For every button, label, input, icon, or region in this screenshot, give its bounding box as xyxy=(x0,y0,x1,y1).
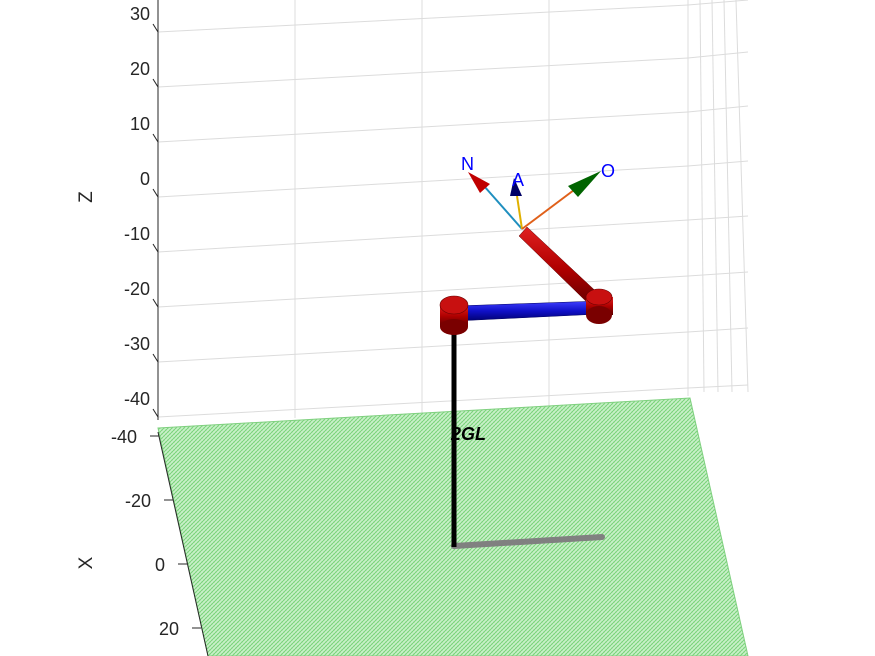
z-tick-label: -20 xyxy=(124,279,150,299)
x-tick-label: -40 xyxy=(111,427,137,447)
n-axis-line xyxy=(483,185,523,230)
joint-1 xyxy=(439,295,469,335)
robot-name-label: 2GL xyxy=(450,424,486,444)
end-effector-frame: N A O xyxy=(461,154,615,230)
n-axis-label: N xyxy=(461,154,474,174)
z-tick-label: 20 xyxy=(130,59,150,79)
x-tick-label: 20 xyxy=(159,619,179,639)
back-wall-grid xyxy=(157,0,689,418)
o-axis-line xyxy=(521,189,575,230)
x-tick-marks xyxy=(150,435,201,629)
link-1 xyxy=(454,300,601,322)
axis-lines xyxy=(157,0,209,656)
z-tick-marks xyxy=(152,23,159,418)
a-arrow-head xyxy=(510,178,522,196)
a-axis-label: A xyxy=(512,170,524,190)
z-tick-label: 30 xyxy=(130,4,150,24)
side-wall-grid xyxy=(687,0,749,393)
z-tick-label: -30 xyxy=(124,334,150,354)
x-axis-label: X xyxy=(76,556,97,569)
a-axis-line xyxy=(516,195,523,230)
z-axis-label: Z xyxy=(76,191,97,203)
o-axis-label: O xyxy=(601,161,615,181)
z-tick-label: -10 xyxy=(124,224,150,244)
z-tick-label: 0 xyxy=(140,169,150,189)
n-arrow-head xyxy=(468,172,490,193)
z-tick-label: -40 xyxy=(124,389,150,409)
o-arrow-head xyxy=(568,171,601,197)
x-tick-label: 0 xyxy=(155,555,165,575)
arm-shadow xyxy=(451,534,605,549)
z-tick-label: 10 xyxy=(130,114,150,134)
x-tick-label: -20 xyxy=(125,491,151,511)
joint-2 xyxy=(585,288,613,324)
